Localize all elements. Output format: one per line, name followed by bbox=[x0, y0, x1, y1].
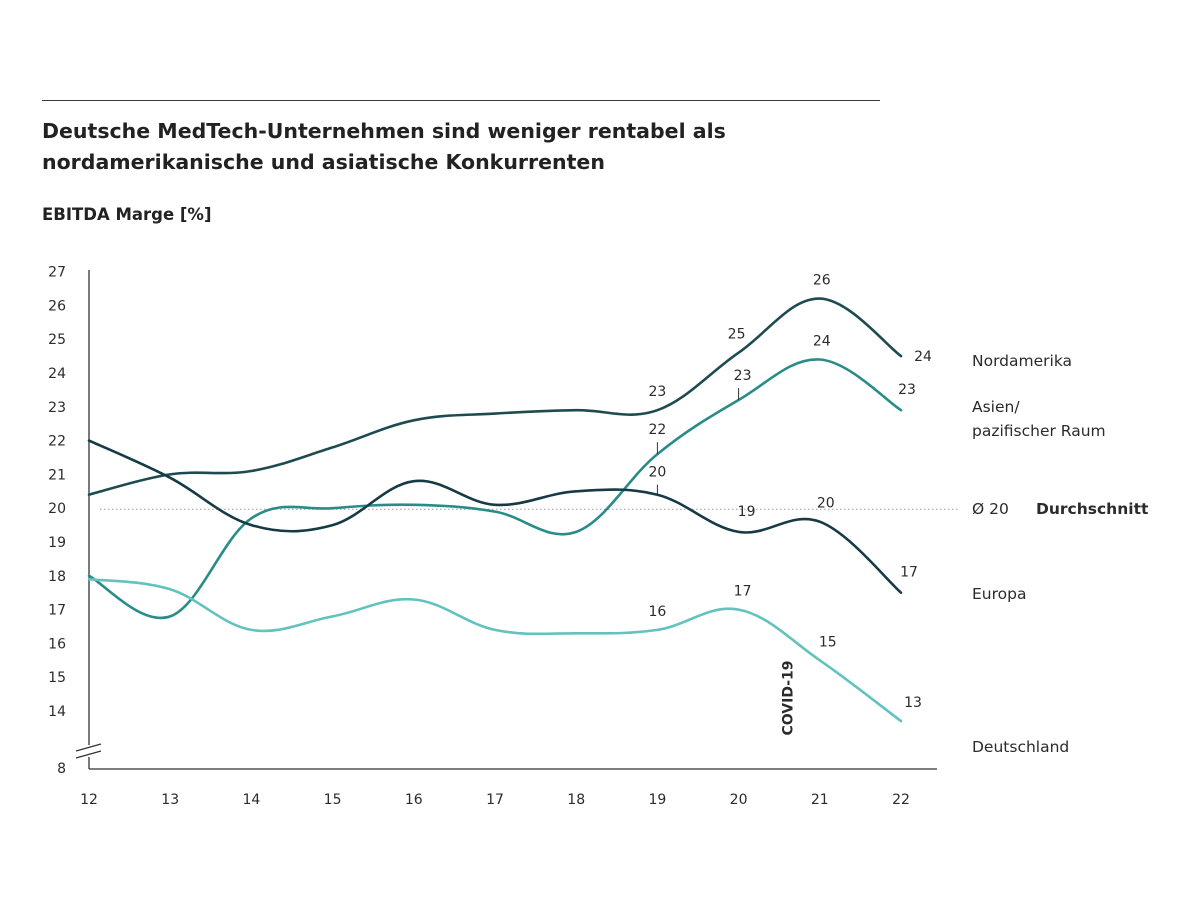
y-tick-label: 26 bbox=[48, 298, 66, 314]
axis-break-gap bbox=[86, 745, 92, 757]
data-label: 20 bbox=[648, 465, 666, 481]
y-tick-label: 8 bbox=[57, 761, 66, 777]
covid-annotation: COVID-19 bbox=[780, 660, 796, 735]
x-tick-label: 12 bbox=[80, 792, 98, 808]
y-tick-label: 24 bbox=[48, 366, 66, 382]
data-label: 22 bbox=[648, 422, 666, 438]
average-value-label: Ø 20 bbox=[972, 500, 1009, 518]
data-label: 23 bbox=[648, 384, 666, 400]
data-label: 19 bbox=[738, 504, 756, 520]
axes: 8 14 15 16 17 18 19 20 21 22 23 24 25 26 27 12 13 14 15 16 1… bbox=[48, 265, 937, 808]
data-label: 23 bbox=[898, 382, 916, 398]
x-tick-label: 14 bbox=[242, 792, 260, 808]
data-label: 16 bbox=[648, 604, 666, 620]
top-rule bbox=[42, 100, 880, 101]
series-label: Deutschland bbox=[972, 738, 1069, 756]
x-tick-label: 15 bbox=[324, 792, 342, 808]
series-label: Asien/ bbox=[972, 398, 1020, 416]
data-label: 26 bbox=[813, 273, 831, 289]
data-label: 15 bbox=[819, 634, 837, 650]
x-tick-label: 16 bbox=[405, 792, 423, 808]
series-label: pazifischer Raum bbox=[972, 422, 1106, 440]
data-label: 17 bbox=[734, 584, 752, 600]
average-label: Durchschnitt bbox=[1036, 500, 1149, 518]
y-tick-label: 21 bbox=[48, 467, 66, 483]
x-tick-label: 13 bbox=[161, 792, 179, 808]
series-label: Europa bbox=[972, 585, 1026, 603]
y-tick-label: 23 bbox=[48, 400, 66, 416]
y-axis-title: EBITDA Marge [%] bbox=[42, 205, 212, 224]
x-tick-label: 20 bbox=[730, 792, 748, 808]
data-label: 17 bbox=[900, 565, 918, 581]
y-tick-label: 18 bbox=[48, 569, 66, 585]
data-label: 20 bbox=[817, 496, 835, 512]
y-tick-label: 25 bbox=[48, 332, 66, 348]
y-tick-label: 19 bbox=[48, 535, 66, 551]
data-label: 24 bbox=[914, 349, 932, 365]
y-tick-label: 22 bbox=[48, 434, 66, 450]
x-tick-label: 22 bbox=[892, 792, 910, 808]
series-line-deutschland bbox=[87, 577, 903, 723]
x-tick-label: 18 bbox=[567, 792, 585, 808]
series-line-asien bbox=[87, 358, 903, 620]
y-tick-label: 17 bbox=[48, 603, 66, 619]
x-tick-label: 17 bbox=[486, 792, 504, 808]
x-tick-label: 21 bbox=[811, 792, 829, 808]
average-layer: Ø 20 Durchschnitt bbox=[100, 500, 1149, 518]
axis-break-mark bbox=[75, 743, 102, 752]
y-tick-label: 15 bbox=[48, 670, 66, 686]
series-lines bbox=[87, 297, 903, 723]
y-tick-label: 16 bbox=[48, 636, 66, 652]
data-label: 23 bbox=[734, 368, 752, 384]
chart-title-line-2: nordamerikanische und asiatische Konkurr… bbox=[42, 150, 605, 174]
y-tick-label: 20 bbox=[48, 501, 66, 517]
y-tick-label: 14 bbox=[48, 704, 66, 720]
chart-title-line-1: Deutsche MedTech-Unternehmen sind wenige… bbox=[42, 119, 726, 143]
series-label: Nordamerika bbox=[972, 352, 1072, 370]
x-tick-label: 19 bbox=[648, 792, 666, 808]
data-label: 13 bbox=[904, 695, 922, 711]
data-label: 24 bbox=[813, 333, 831, 349]
data-labels: COVID-19 23 25 26 24 Nordamerika 22 23 24 23 Asien… bbox=[648, 273, 1105, 756]
series-line-europa bbox=[87, 439, 903, 594]
axis-break-mark bbox=[75, 750, 102, 759]
y-tick-label: 27 bbox=[48, 265, 66, 281]
data-label: 25 bbox=[728, 327, 746, 343]
chart-title: Deutsche MedTech-Unternehmen sind wenige… bbox=[42, 116, 942, 178]
series-line-nordamerika bbox=[87, 297, 903, 496]
